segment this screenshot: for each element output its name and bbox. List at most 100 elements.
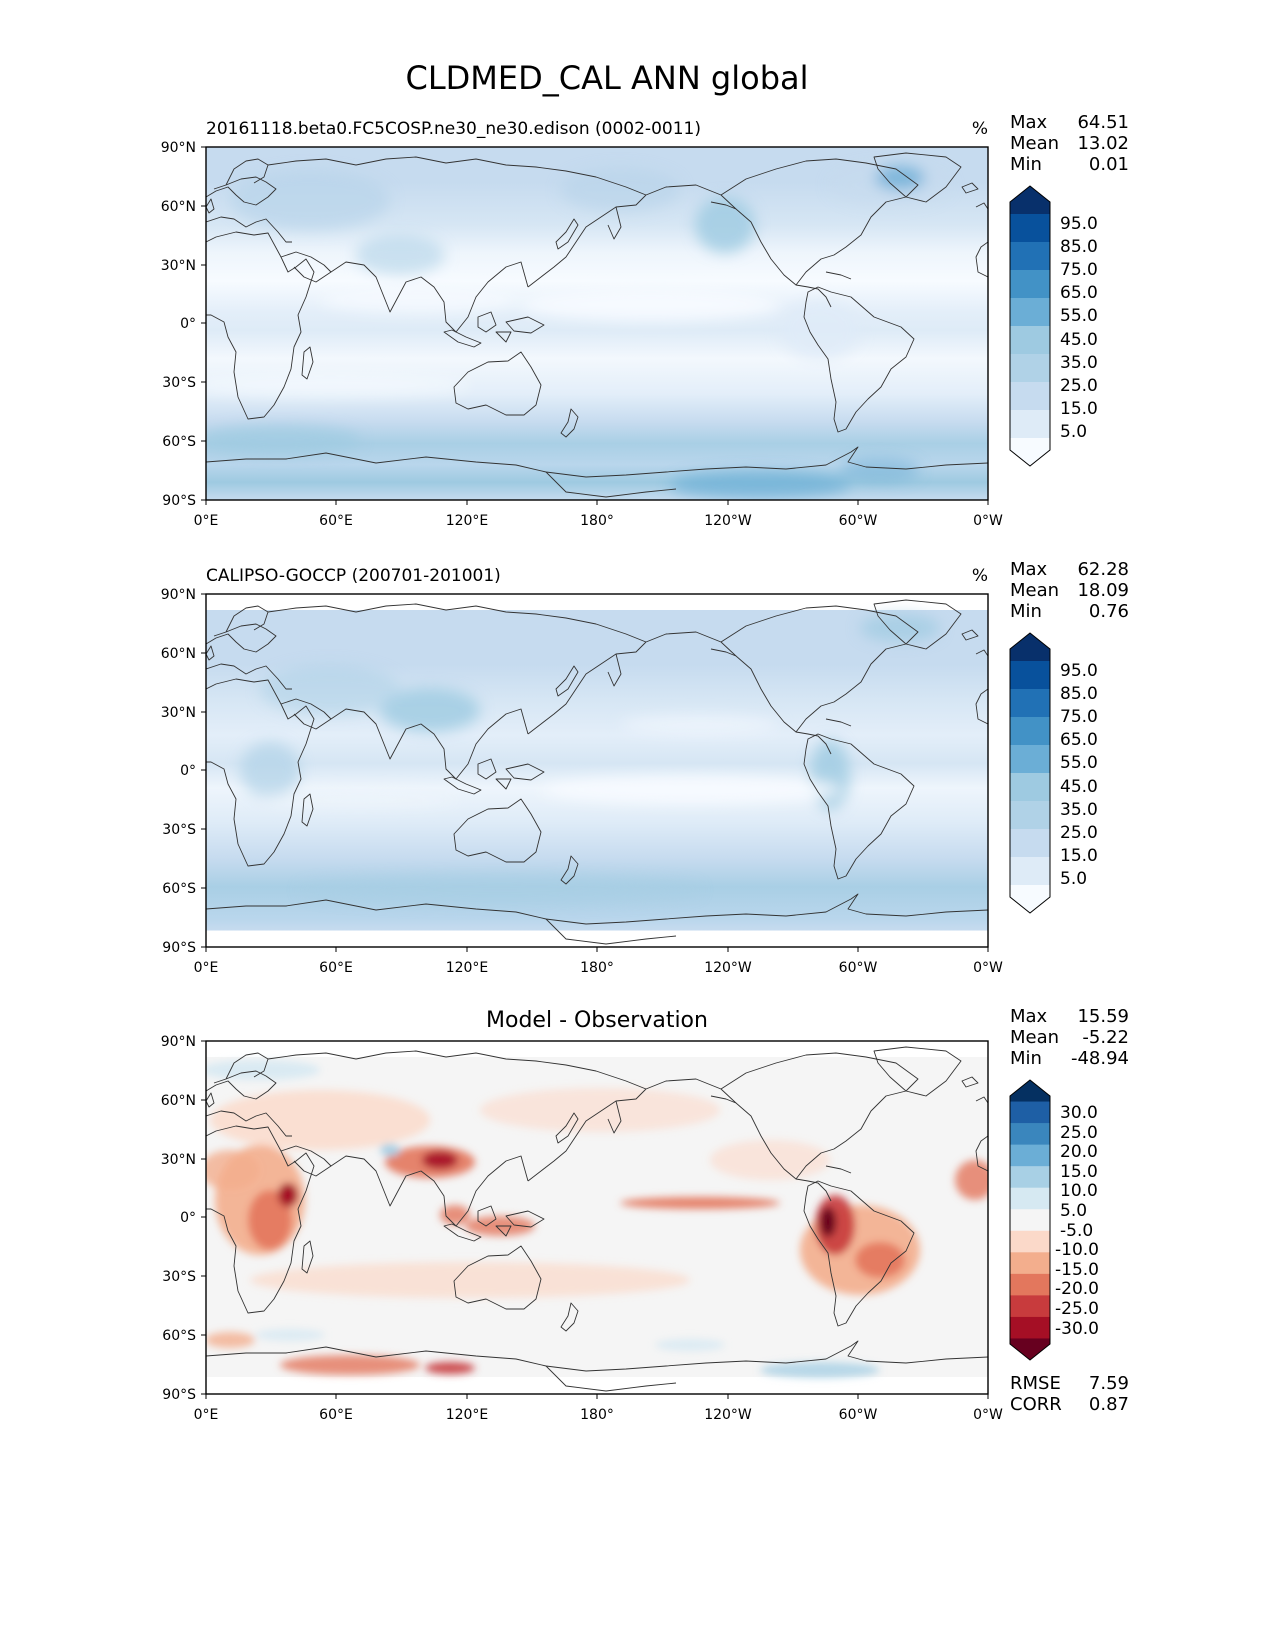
colorbar-tick-label: 65.0 <box>1060 730 1098 750</box>
colorbar-tick-label: 65.0 <box>1060 283 1098 303</box>
stat-value: 62.28 <box>1077 559 1129 580</box>
x-tick-label: 180° <box>580 513 614 529</box>
stat-label: Mean <box>1010 133 1059 154</box>
colorbar-tick-label: -30.0 <box>1055 1319 1099 1339</box>
colorbar-band <box>1010 1273 1050 1296</box>
y-tick-label: 60°N <box>161 199 196 215</box>
y-tick-label: 60°N <box>161 1093 196 1109</box>
y-tick-label: 30°S <box>162 375 196 391</box>
colorbar-band <box>1010 186 1050 215</box>
metric-value: 0.87 <box>1089 1394 1129 1415</box>
colorbar-tick-label: -15.0 <box>1055 1260 1099 1280</box>
stat-label: Min <box>1010 1048 1042 1069</box>
x-tick-label: 0°W <box>973 1407 1003 1423</box>
colorbar-band <box>1010 1338 1050 1360</box>
colorbar-band <box>1010 298 1050 327</box>
colorbar-band <box>1010 242 1050 271</box>
x-ticks: 0°E 60°E 120°E 180° 120°W 60°W 0°W <box>194 500 1003 529</box>
x-tick-label: 0°E <box>194 513 219 529</box>
metric-label: RMSE <box>1010 1373 1061 1394</box>
colorbar-band <box>1010 1123 1050 1146</box>
x-tick-label: 0°W <box>973 513 1003 529</box>
y-tick-label: 90°S <box>162 493 196 509</box>
metric-value: 7.59 <box>1089 1373 1129 1394</box>
colorbar-band <box>1010 661 1050 690</box>
colorbar-band <box>1010 438 1050 466</box>
colorbar-tick-label: 55.0 <box>1060 753 1098 773</box>
map-field <box>206 1041 988 1394</box>
colorbar-tick-label: 35.0 <box>1060 800 1098 820</box>
y-tick-label: 90°S <box>162 1387 196 1403</box>
colorbar-band <box>1010 1230 1050 1253</box>
y-tick-label: 90°N <box>161 587 196 603</box>
panel-title-left: 20161118.beta0.FC5COSP.ne30_ne30.edison … <box>206 119 701 139</box>
stat-label: Max <box>1010 1006 1048 1027</box>
colorbar-tick-label: 85.0 <box>1060 684 1098 704</box>
stat-label: Mean <box>1010 1027 1059 1048</box>
colorbar-band <box>1010 354 1050 383</box>
y-tick-label: 30°N <box>161 705 196 721</box>
stat-label: Mean <box>1010 580 1059 601</box>
x-tick-label: 60°W <box>839 1407 878 1423</box>
metric-label: CORR <box>1010 1394 1062 1415</box>
stat-value: 0.76 <box>1089 601 1129 622</box>
units-label: % <box>972 566 988 586</box>
y-tick-label: 90°N <box>161 140 196 156</box>
y-ticks: 90°N 60°N 30°N 0° 30°S 60°S 90°S <box>161 1034 206 1403</box>
x-tick-label: 0°E <box>194 960 219 976</box>
y-tick-label: 0° <box>180 316 196 332</box>
x-tick-label: 120°W <box>704 1407 752 1423</box>
colorbar-band <box>1010 717 1050 746</box>
metrics-block: RMSE 7.59 CORR 0.87 <box>1010 1373 1129 1415</box>
colorbar-tick-label: 15.0 <box>1060 846 1098 866</box>
y-tick-label: 30°N <box>161 258 196 274</box>
colorbar-tick-label: 30.0 <box>1060 1103 1098 1123</box>
panel-title-left: CALIPSO-GOCCP (200701-201001) <box>206 566 501 586</box>
x-ticks: 0°E 60°E 120°E 180° 120°W 60°W 0°W <box>194 1394 1003 1423</box>
y-tick-label: 30°S <box>162 1269 196 1285</box>
colorbar-tick-label: 55.0 <box>1060 306 1098 326</box>
panel-difference: Model - Observation <box>161 1006 1129 1423</box>
colorbar-band <box>1010 801 1050 830</box>
x-tick-label: 0°W <box>973 960 1003 976</box>
x-tick-label: 180° <box>580 1407 614 1423</box>
colorbar-tick-label: 45.0 <box>1060 330 1098 350</box>
panel-title-center: Model - Observation <box>486 1008 708 1033</box>
stats-block: Max 64.51 Mean 13.02 Min 0.01 <box>1010 112 1129 175</box>
map-field <box>206 147 988 500</box>
colorbar-tick-label: 25.0 <box>1060 376 1098 396</box>
colorbar-tick-label: 20.0 <box>1060 1142 1098 1162</box>
colorbar-band <box>1010 633 1050 662</box>
stat-value: 15.59 <box>1077 1006 1129 1027</box>
colorbar-band <box>1010 829 1050 858</box>
y-tick-label: 30°S <box>162 822 196 838</box>
colorbar-band <box>1010 1316 1050 1340</box>
y-tick-label: 30°N <box>161 1152 196 1168</box>
map-field <box>206 594 988 947</box>
y-tick-label: 0° <box>180 1210 196 1226</box>
colorbar-tick-label: 15.0 <box>1060 1162 1098 1182</box>
colorbar: 30.0 25.0 20.0 15.0 10.0 5.0 -5.0 -10.0 … <box>1009 1079 1099 1361</box>
y-tick-label: 0° <box>180 763 196 779</box>
colorbar-tick-label: 85.0 <box>1060 237 1098 257</box>
colorbar-tick-label: 75.0 <box>1060 260 1098 280</box>
colorbar-band <box>1010 1252 1050 1275</box>
colorbar-tick-label: -5.0 <box>1060 1221 1093 1241</box>
colorbar-band <box>1010 326 1050 355</box>
colorbar-tick-label: 25.0 <box>1060 1123 1098 1143</box>
colorbar-tick-label: 95.0 <box>1060 214 1098 234</box>
colorbar-tick-label: -20.0 <box>1055 1279 1099 1299</box>
x-tick-label: 120°E <box>446 960 489 976</box>
stat-value: 13.02 <box>1077 133 1129 154</box>
stat-value: 18.09 <box>1077 580 1129 601</box>
colorbar-band <box>1010 745 1050 774</box>
stat-label: Max <box>1010 112 1048 133</box>
stat-value: 64.51 <box>1077 112 1129 133</box>
x-tick-label: 120°E <box>446 1407 489 1423</box>
stat-value: -48.94 <box>1071 1048 1129 1069</box>
colorbar-tick-label: 45.0 <box>1060 777 1098 797</box>
colorbar-tick-label: -10.0 <box>1055 1240 1099 1260</box>
colorbar-band <box>1010 1295 1050 1318</box>
stat-label: Min <box>1010 154 1042 175</box>
